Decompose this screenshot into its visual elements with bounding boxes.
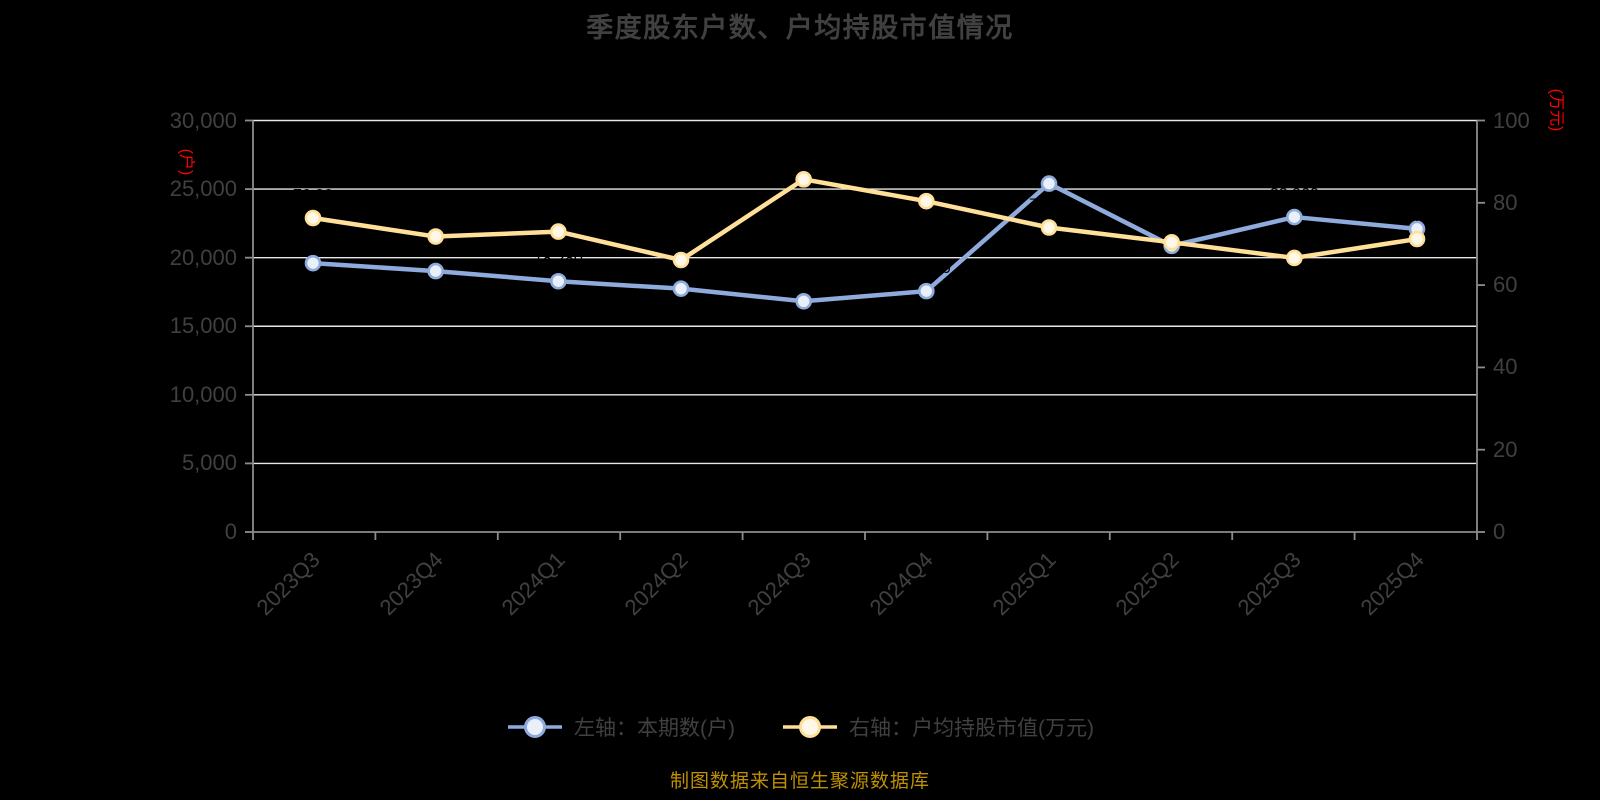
left-axis-tick-label: 30,000 [169,107,237,133]
data-point-yellow [304,209,322,227]
data-source-note: 制图数据来自恒生聚源数据库 [669,771,930,792]
data-label-blue: 22,100 [1393,198,1442,215]
chart-title: 季度股东户数、户均持股市值情况 [586,13,1014,43]
data-point-yellow [1163,234,1180,251]
right-axis-tick-label: 80 [1493,189,1518,215]
series-line-blue [310,181,1420,304]
data-point-yellow [1286,249,1303,267]
data-label-blue: 22,960 [1270,186,1319,203]
data-label-yellow: 85.70 [784,148,824,165]
data-point-yellow [550,223,567,240]
data-label-blue: 20,860 [1147,215,1196,232]
data-point-blue [918,282,935,300]
data-point-blue [1286,208,1303,226]
left-axis-tick-label: 5,000 [181,450,237,476]
data-label-yellow: 76.30 [293,187,333,204]
right-axis-tick-label: 40 [1493,354,1518,380]
data-point-yellow [427,228,444,245]
data-label-blue: 19,600 [289,232,338,249]
data-label-blue: 19,020 [411,240,460,257]
left-axis-tick-label: 20,000 [169,244,237,270]
legend: 左轴：本期数(户) 右轴：户均持股市值(万元) [0,712,1600,742]
data-label-blue: 17,560 [902,260,951,277]
series-line-yellow [310,177,1420,263]
legend-item-avg-market-value: 右轴：户均持股市值(万元) [781,712,1094,742]
legend-marker-yellow-icon [783,716,837,738]
right-axis-tick-label: 0 [1493,519,1506,544]
data-label-blue: 18,280 [534,250,583,267]
left-axis-tick-label: 15,000 [169,313,237,339]
data-point-blue [304,254,322,272]
data-label-blue: 25,400 [1025,153,1074,170]
data-label-yellow: 73.00 [538,201,578,218]
data-point-yellow [672,251,690,269]
data-label-blue: 16,820 [779,270,828,287]
data-point-blue [795,292,812,310]
legend-label-shareholder-count: 左轴：本期数(户) [574,717,735,740]
data-label-yellow: 71.20 [1397,208,1437,225]
right-axis-tick-label: 60 [1493,272,1518,298]
legend-item-shareholder-count: 左轴：本期数(户) [506,712,735,742]
data-point-blue [1040,175,1058,192]
data-point-blue [672,280,690,297]
data-point-yellow [918,192,935,210]
left-axis-tick-label: 0 [224,519,237,544]
data-label-yellow: 71.80 [416,206,456,223]
data-point-blue [427,262,444,280]
data-point-blue [550,272,567,290]
left-axis-tick-label: 25,000 [169,176,237,202]
left-axis-tick-label: 10,000 [169,381,237,407]
legend-label-avg-market-value: 右轴：户均持股市值(万元) [849,717,1094,740]
right-axis-tick-label: 100 [1493,107,1530,133]
data-label-yellow: 70.40 [1152,211,1192,228]
right-axis-tick-label: 20 [1493,436,1518,462]
legend-marker-blue-icon [508,716,562,738]
data-point-yellow [1408,230,1426,248]
data-label-yellow: 80.40 [906,170,946,187]
data-point-yellow [795,171,812,188]
data-label-yellow: 74.00 [1029,196,1069,213]
data-point-yellow [1040,219,1058,236]
data-label-yellow: 66.10 [661,229,701,246]
data-label-yellow: 66.60 [1274,227,1314,244]
